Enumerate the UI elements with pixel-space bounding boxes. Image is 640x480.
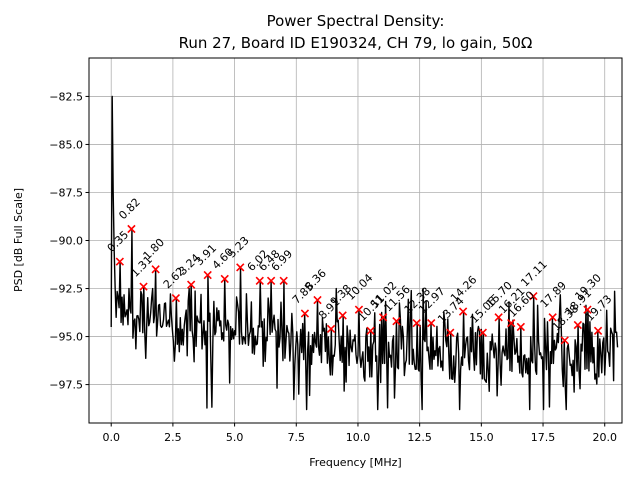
- peak-marker-x-icon: [593, 326, 603, 335]
- axis-tick-labels: 0.0 2.5 5.0 7.5 10.0 12.5 15.0 17.5 20.0 −82.5 −85…: [49, 90, 617, 444]
- peak-marker-x-icon: [378, 313, 388, 322]
- y-tick-label: −82.5: [49, 90, 83, 103]
- plot-border: [88, 57, 623, 424]
- peak-label: 0.82: [116, 196, 143, 223]
- chart-title-line1: Power Spectral Density:: [267, 12, 445, 30]
- peak-label: 1.80: [141, 236, 168, 263]
- peak-markers: [115, 224, 603, 345]
- y-tick-label: −92.5: [49, 283, 83, 296]
- peak-marker-x-icon: [366, 326, 375, 335]
- y-tick-label: −87.5: [49, 186, 83, 199]
- x-tick-label: 7.5: [288, 431, 306, 444]
- peak-marker-x-icon: [300, 309, 310, 318]
- peak-marker-x-icon: [220, 274, 229, 284]
- y-tick-label: −90.0: [49, 235, 83, 248]
- x-tick-label: 15.0: [469, 431, 494, 444]
- peak-marker-x-icon: [354, 305, 364, 314]
- y-axis-label: PSD [dB Full Scale]: [12, 188, 25, 292]
- peak-marker-x-icon: [458, 307, 468, 316]
- peak-marker-x-icon: [266, 276, 276, 286]
- peak-label: 17.11: [518, 258, 549, 289]
- peak-label: 5.23: [225, 234, 252, 261]
- peak-marker-x-icon: [516, 322, 525, 332]
- peak-marker-x-icon: [494, 313, 503, 322]
- peak-marker-x-icon: [560, 336, 569, 345]
- peak-label: 17.89: [538, 279, 569, 310]
- x-tick-label: 12.5: [407, 431, 432, 444]
- peak-marker-x-icon: [478, 328, 487, 337]
- x-tick-label: 0.0: [102, 431, 120, 444]
- chart-title-line2: Run 27, Board ID E190324, CH 79, lo gain…: [179, 34, 533, 52]
- peak-marker-x-icon: [446, 328, 455, 337]
- y-tick-label: −97.5: [49, 379, 83, 392]
- peak-marker-x-icon: [507, 318, 516, 328]
- peak-marker-x-icon: [427, 318, 436, 328]
- x-tick-label: 10.0: [346, 431, 371, 444]
- peak-marker-x-icon: [279, 276, 288, 286]
- x-tick-label: 2.5: [164, 431, 182, 444]
- peak-marker-x-icon: [392, 317, 401, 326]
- peak-marker-x-icon: [255, 276, 264, 286]
- peak-marker-x-icon: [139, 282, 148, 291]
- peak-marker-x-icon: [583, 305, 592, 314]
- peak-marker-x-icon: [313, 295, 322, 305]
- psd-curve: [110, 95, 619, 411]
- peak-marker-x-icon: [338, 311, 347, 320]
- axis-ticks: [85, 95, 606, 427]
- y-tick-label: −85.0: [49, 138, 83, 151]
- y-tick-label: −95.0: [49, 331, 83, 344]
- x-tick-label: 20.0: [592, 431, 617, 444]
- peak-marker-x-icon: [115, 257, 125, 266]
- peak-marker-x-icon: [326, 324, 336, 334]
- peak-marker-x-icon: [548, 313, 557, 322]
- peak-marker-x-icon: [236, 263, 245, 272]
- x-tick-label: 17.5: [531, 431, 556, 444]
- x-tick-label: 5.0: [226, 431, 244, 444]
- peak-marker-x-icon: [412, 318, 421, 328]
- x-axis-label: Frequency [MHz]: [309, 456, 401, 469]
- grid-lines: [89, 58, 622, 423]
- peak-label: 0.35: [105, 228, 132, 255]
- peak-marker-x-icon: [203, 270, 212, 280]
- peak-label: 14.26: [448, 273, 479, 304]
- peak-marker-x-icon: [573, 320, 582, 330]
- peak-marker-x-icon: [529, 292, 538, 301]
- peak-marker-x-icon: [171, 293, 181, 303]
- peak-marker-x-icon: [127, 224, 136, 234]
- peak-marker-x-icon: [186, 280, 196, 289]
- peak-marker-x-icon: [151, 265, 160, 274]
